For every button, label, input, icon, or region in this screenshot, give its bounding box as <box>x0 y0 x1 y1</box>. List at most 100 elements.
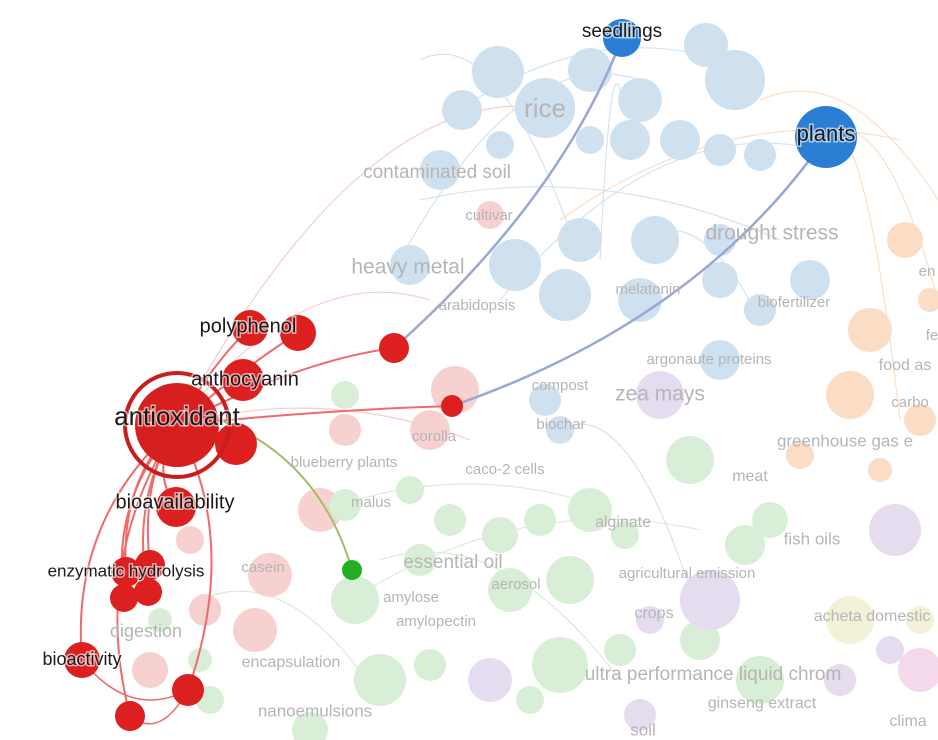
node-label[interactable]: fish oils <box>784 529 841 548</box>
node <box>248 553 292 597</box>
node-label[interactable]: melatonin <box>615 281 680 298</box>
node <box>603 19 641 57</box>
node-label[interactable]: ginseng extract <box>708 695 817 712</box>
node-label[interactable]: drought stress <box>705 222 838 245</box>
node <box>188 648 212 672</box>
node-label[interactable]: encapsulation <box>242 654 341 671</box>
node-label[interactable]: anthocyanin <box>190 367 301 392</box>
node <box>826 596 874 644</box>
node <box>441 395 463 417</box>
node <box>64 642 100 678</box>
node-label[interactable]: bioavailability <box>114 490 236 515</box>
node <box>636 371 684 419</box>
node <box>132 652 168 688</box>
node <box>110 584 138 612</box>
node-label[interactable]: heavy metal <box>351 256 464 279</box>
node-label[interactable]: rice <box>524 93 566 123</box>
node <box>906 606 934 634</box>
edge <box>599 83 621 261</box>
node <box>222 359 264 401</box>
node-label[interactable]: antioxidant <box>113 399 243 432</box>
node-label[interactable]: casein <box>241 559 284 576</box>
node <box>404 544 436 576</box>
node-label[interactable]: blueberry plants <box>291 454 398 471</box>
node-label[interactable]: polyphenol <box>198 314 298 339</box>
node-label[interactable]: meat <box>732 468 768 485</box>
node <box>215 423 257 465</box>
node-label[interactable]: crops <box>634 605 673 622</box>
node <box>725 525 765 565</box>
node-label[interactable]: nanoemulsions <box>258 701 372 720</box>
node-label[interactable]: carbo <box>891 394 929 411</box>
node-label[interactable]: essential oil <box>403 552 502 573</box>
node-label[interactable]: zea mays <box>615 383 705 406</box>
node-label[interactable]: amylose <box>383 589 439 606</box>
node-label[interactable]: bioactivity <box>41 647 123 670</box>
node <box>618 278 662 322</box>
node <box>176 526 204 554</box>
node <box>826 371 874 419</box>
node <box>795 106 857 168</box>
labels: seedlings plants polyphenol anthocyanin anti… <box>41 20 938 740</box>
node <box>568 48 612 92</box>
node-label[interactable]: fe <box>926 327 938 344</box>
node-label[interactable]: argonaute proteins <box>646 351 771 368</box>
node <box>488 568 532 612</box>
node <box>331 576 379 624</box>
node-label[interactable]: digestion <box>110 621 182 641</box>
node-label[interactable]: food as <box>879 357 931 374</box>
node <box>744 294 776 326</box>
node <box>486 131 514 159</box>
node-label[interactable]: en <box>919 263 936 280</box>
node-label[interactable]: biofertilizer <box>758 294 831 311</box>
node-label[interactable]: greenhouse gas e <box>777 431 913 450</box>
node-label[interactable]: malus <box>351 494 391 511</box>
node <box>476 201 504 229</box>
node <box>660 120 700 160</box>
node <box>148 608 172 632</box>
node-label[interactable]: alginate <box>595 514 651 531</box>
node-label[interactable]: ultra performance liquid chrom <box>585 664 842 685</box>
node <box>869 504 921 556</box>
node <box>744 139 776 171</box>
node <box>111 557 141 587</box>
node-label[interactable]: clima <box>889 713 926 730</box>
node-label[interactable]: seedlings <box>580 20 663 44</box>
node <box>410 410 450 450</box>
node <box>918 288 938 312</box>
node-label[interactable]: arabidopsis <box>439 297 516 314</box>
node <box>624 699 656 731</box>
node <box>280 315 316 351</box>
node-label[interactable]: caco-2 cells <box>465 461 544 478</box>
node <box>898 648 938 692</box>
edge <box>419 186 781 241</box>
node <box>420 150 460 190</box>
node-label[interactable]: cultivar <box>465 207 513 224</box>
node <box>568 488 612 532</box>
node <box>189 594 221 626</box>
node <box>115 701 145 731</box>
node-label[interactable]: corolla <box>412 428 457 445</box>
node <box>704 134 736 166</box>
node <box>134 578 162 606</box>
node-label[interactable]: contaminated soil <box>363 162 511 183</box>
node <box>396 476 424 504</box>
node-label[interactable]: soil <box>630 720 656 739</box>
node <box>329 489 361 521</box>
node-label[interactable]: compost <box>532 377 590 394</box>
node-label[interactable]: biochar <box>536 416 585 433</box>
node-label[interactable]: amylopectin <box>396 613 476 630</box>
node <box>172 674 204 706</box>
node <box>736 656 784 704</box>
node-label[interactable]: aerosol <box>491 576 540 593</box>
node-label[interactable]: enzymatic hydrolysis <box>46 560 206 582</box>
node <box>546 416 574 444</box>
node <box>666 436 714 484</box>
node-label[interactable]: agricultural emission <box>619 565 756 582</box>
node-label[interactable]: plants <box>795 119 857 147</box>
node <box>680 570 740 630</box>
node-ring <box>123 371 231 479</box>
node-label[interactable]: acheta domestic <box>814 608 931 625</box>
node <box>868 458 892 482</box>
